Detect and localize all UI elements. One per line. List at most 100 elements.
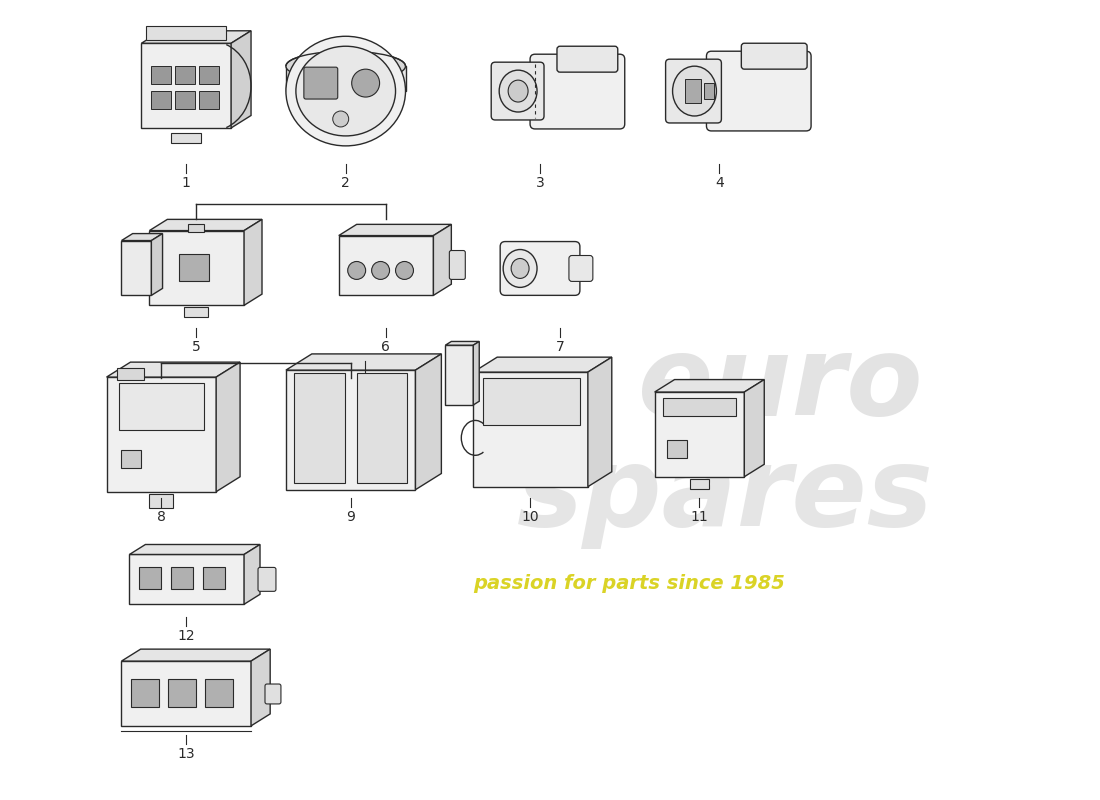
FancyBboxPatch shape (258, 567, 276, 591)
Ellipse shape (512, 258, 529, 278)
FancyBboxPatch shape (265, 684, 280, 704)
Polygon shape (433, 224, 451, 295)
FancyBboxPatch shape (557, 46, 618, 72)
Text: 3: 3 (536, 176, 544, 190)
Polygon shape (119, 383, 205, 430)
Text: 9: 9 (346, 510, 355, 524)
Polygon shape (286, 66, 406, 91)
Ellipse shape (508, 80, 528, 102)
Polygon shape (244, 545, 260, 604)
Polygon shape (690, 478, 710, 489)
Text: 1: 1 (182, 176, 190, 190)
Ellipse shape (286, 51, 406, 81)
Polygon shape (168, 679, 196, 707)
Text: 4: 4 (715, 176, 724, 190)
FancyBboxPatch shape (500, 242, 580, 295)
Polygon shape (130, 554, 244, 604)
Polygon shape (172, 133, 201, 143)
Circle shape (372, 262, 389, 279)
Polygon shape (745, 379, 764, 477)
Polygon shape (286, 354, 441, 370)
Polygon shape (662, 398, 736, 416)
Polygon shape (175, 91, 195, 109)
Ellipse shape (672, 66, 716, 116)
Polygon shape (483, 378, 580, 425)
Polygon shape (132, 679, 160, 707)
FancyBboxPatch shape (706, 51, 811, 131)
Polygon shape (251, 649, 271, 726)
Polygon shape (446, 342, 480, 345)
Text: 5: 5 (191, 340, 200, 354)
Polygon shape (231, 30, 251, 128)
FancyBboxPatch shape (450, 250, 465, 279)
Text: 10: 10 (521, 510, 539, 524)
Text: spares: spares (517, 442, 934, 549)
Polygon shape (121, 661, 251, 726)
Polygon shape (704, 83, 714, 99)
Polygon shape (356, 373, 407, 482)
Polygon shape (188, 224, 205, 231)
FancyBboxPatch shape (492, 62, 544, 120)
Polygon shape (339, 235, 433, 295)
FancyBboxPatch shape (741, 43, 807, 69)
Polygon shape (416, 354, 441, 490)
Polygon shape (206, 679, 233, 707)
Text: 2: 2 (341, 176, 350, 190)
FancyBboxPatch shape (569, 255, 593, 282)
Polygon shape (473, 342, 480, 405)
Text: 7: 7 (556, 340, 564, 354)
Text: euro: euro (638, 330, 923, 438)
Polygon shape (587, 357, 612, 486)
Polygon shape (199, 66, 219, 84)
Polygon shape (107, 377, 217, 492)
Polygon shape (172, 567, 194, 590)
Polygon shape (150, 219, 262, 230)
Polygon shape (152, 91, 172, 109)
Polygon shape (121, 649, 271, 661)
Circle shape (352, 69, 379, 97)
Polygon shape (152, 234, 163, 295)
Ellipse shape (499, 70, 537, 112)
Ellipse shape (503, 250, 537, 287)
Polygon shape (130, 545, 260, 554)
Circle shape (396, 262, 414, 279)
Polygon shape (142, 30, 251, 43)
Polygon shape (446, 345, 473, 405)
Polygon shape (185, 307, 208, 318)
Polygon shape (152, 66, 172, 84)
Polygon shape (204, 567, 226, 590)
Polygon shape (121, 241, 152, 295)
Text: passion for parts since 1985: passion for parts since 1985 (473, 574, 785, 593)
Polygon shape (654, 379, 764, 392)
Polygon shape (117, 368, 144, 380)
Text: 8: 8 (157, 510, 166, 524)
Polygon shape (146, 26, 227, 40)
Polygon shape (150, 230, 244, 306)
FancyBboxPatch shape (530, 54, 625, 129)
Text: 11: 11 (691, 510, 708, 524)
Circle shape (333, 111, 349, 127)
Polygon shape (339, 224, 451, 235)
Polygon shape (199, 91, 219, 109)
Polygon shape (179, 254, 209, 282)
Polygon shape (107, 362, 240, 377)
Polygon shape (217, 362, 240, 492)
Polygon shape (244, 219, 262, 306)
Polygon shape (142, 43, 231, 128)
Polygon shape (175, 66, 195, 84)
Polygon shape (473, 357, 612, 372)
Polygon shape (121, 234, 163, 241)
Polygon shape (667, 440, 686, 458)
Ellipse shape (296, 46, 396, 136)
Circle shape (348, 262, 365, 279)
Text: 6: 6 (381, 340, 390, 354)
Polygon shape (140, 567, 162, 590)
Polygon shape (286, 370, 416, 490)
Polygon shape (684, 79, 702, 103)
Text: 12: 12 (177, 630, 195, 643)
FancyBboxPatch shape (666, 59, 722, 123)
FancyBboxPatch shape (304, 67, 338, 99)
Polygon shape (654, 392, 745, 477)
Polygon shape (150, 494, 174, 508)
Polygon shape (121, 450, 142, 468)
